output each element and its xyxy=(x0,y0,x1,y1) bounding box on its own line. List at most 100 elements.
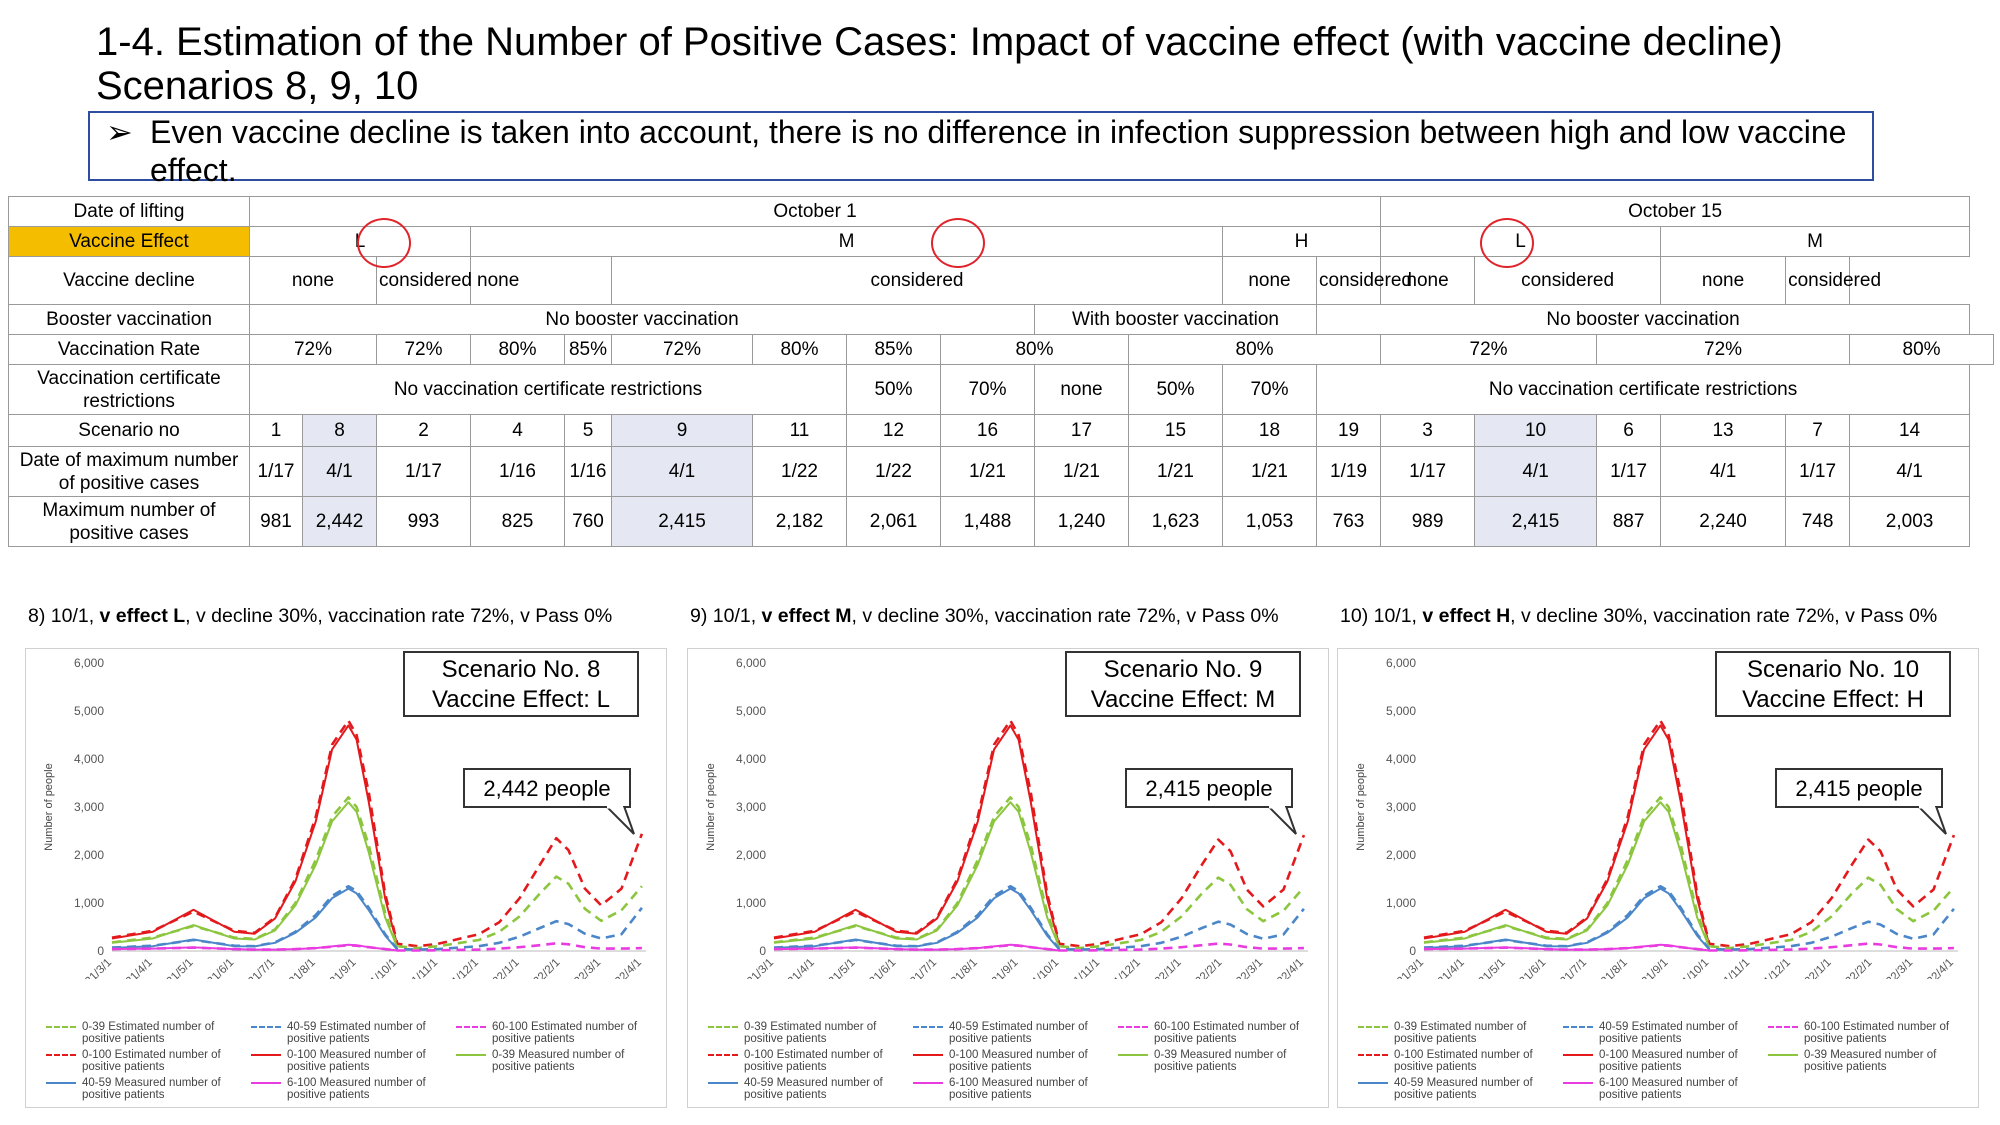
series-line xyxy=(1423,884,1955,951)
row-cert: Vaccination certificate restrictions No … xyxy=(8,364,1994,415)
y-tick-label: 6,000 xyxy=(74,656,104,670)
x-tick-label: 2021/6/1 xyxy=(1508,957,1548,979)
legend-swatch xyxy=(708,1026,738,1028)
x-tick-label: 2022/3/1 xyxy=(1225,957,1265,979)
scenario-table: Date of lifting October 1 October 15 Vac… xyxy=(8,196,1994,547)
x-tick-label: 2021/6/1 xyxy=(196,957,236,979)
maxdate-cell: 1/16 xyxy=(564,446,612,497)
row-header-date: Date of lifting xyxy=(8,196,250,227)
legend-swatch xyxy=(708,1054,738,1056)
maxdate-cell: 1/21 xyxy=(1034,446,1129,497)
line-chart: 0 1,000 2,000 3,000 4,000 5,000 6,000 Number of… xyxy=(705,656,1308,979)
series-line xyxy=(773,801,1061,948)
x-tick-label: 2021/11/1 xyxy=(1708,957,1752,979)
legend-label: 0-100 Measured number of positive patien… xyxy=(1599,1049,1738,1073)
series-line xyxy=(1423,801,1711,948)
scenario-cell: 4 xyxy=(470,414,565,447)
scenario-cell: 6 xyxy=(1596,414,1662,447)
y-axis-label: Number of people xyxy=(705,763,717,850)
row-date: Date of lifting October 1 October 15 xyxy=(8,196,1994,227)
max-value-callout: 2,442 people xyxy=(463,768,631,808)
page-title-line1: 1-4. Estimation of the Number of Positiv… xyxy=(96,20,1783,64)
x-tick-label: 2021/6/1 xyxy=(858,957,898,979)
cell-cert: No vaccination certificate restrictions xyxy=(1315,364,1971,415)
x-tick-label: 2022/3/1 xyxy=(1875,957,1915,979)
cell-rate: 72% xyxy=(249,334,377,365)
line-chart: 0 1,000 2,000 3,000 4,000 5,000 6,000 Number of… xyxy=(43,656,646,979)
scenario-cell: 8 xyxy=(302,414,377,447)
maxdate-cell: 4/1 xyxy=(611,446,753,497)
legend-label: 40-59 Measured number of positive patien… xyxy=(82,1077,221,1101)
scenario-cell: 10 xyxy=(1474,414,1598,447)
cell-cert: 70% xyxy=(1222,364,1317,415)
legend-label: 0-100 Estimated number of positive patie… xyxy=(82,1049,221,1073)
maxdate-cell: 4/1 xyxy=(1660,446,1787,497)
summary-text: Even vaccine decline is taken into accou… xyxy=(150,114,1847,188)
cell-rate: 80% xyxy=(1127,334,1382,365)
maxdate-cell: 4/1 xyxy=(302,446,377,497)
maxnum-cell: 1,623 xyxy=(1128,496,1223,547)
cell-cert: No vaccination certificate restrictions xyxy=(249,364,847,415)
maxdate-cell: 1/21 xyxy=(1128,446,1223,497)
x-tick-label: 2021/7/1 xyxy=(1549,957,1589,979)
max-value-callout: 2,415 people xyxy=(1775,768,1943,808)
row-header-effect: Vaccine Effect xyxy=(8,226,250,257)
maxdate-cell: 1/17 xyxy=(1596,446,1662,497)
x-tick-label: 2021/10/1 xyxy=(1017,957,1062,979)
maxdate-cell: 4/1 xyxy=(1474,446,1598,497)
y-tick-label: 3,000 xyxy=(74,800,104,814)
maxnum-cell: 887 xyxy=(1596,496,1662,547)
y-tick-label: 0 xyxy=(759,944,766,958)
cell-date-oct15: October 15 xyxy=(1380,196,1971,227)
maxdate-cell: 4/1 xyxy=(1849,446,1971,497)
legend-label: 0-39 Estimated number of positive patien… xyxy=(82,1021,215,1045)
row-header-cert: Vaccination certificate restrictions xyxy=(8,364,250,415)
series-line xyxy=(111,942,642,952)
legend-swatch xyxy=(251,1054,281,1056)
series-line xyxy=(111,724,399,946)
series-line xyxy=(773,887,1061,951)
cell-cert: 50% xyxy=(846,364,941,415)
x-tick-label: 2021/9/1 xyxy=(981,957,1021,979)
series-line xyxy=(111,801,399,948)
series-line xyxy=(111,719,644,948)
y-tick-label: 5,000 xyxy=(736,704,766,718)
series-line xyxy=(1423,943,1710,952)
cell-cert: 70% xyxy=(940,364,1035,415)
maxnum-cell: 2,442 xyxy=(302,496,377,547)
legend-swatch xyxy=(1118,1026,1148,1028)
maxdate-cell: 1/17 xyxy=(376,446,471,497)
row-effect: Vaccine Effect L M H L M xyxy=(8,226,1994,257)
legend-swatch xyxy=(913,1082,943,1084)
x-tick-label: 2021/4/1 xyxy=(777,957,817,979)
maxnum-cell: 2,061 xyxy=(846,496,941,547)
x-tick-label: 2021/7/1 xyxy=(899,957,939,979)
maxnum-cell: 1,240 xyxy=(1034,496,1129,547)
highlight-circle-m xyxy=(931,218,985,268)
legend-label: 0-39 Measured number of positive patient… xyxy=(1804,1049,1937,1073)
maxnum-cell: 2,182 xyxy=(752,496,847,547)
legend-label: 60-100 Estimated number of positive pati… xyxy=(1804,1021,1950,1045)
series-line xyxy=(773,719,1306,948)
y-tick-label: 4,000 xyxy=(1386,752,1416,766)
scenario-label-box: Scenario No. 8 Vaccine Effect: L xyxy=(403,651,639,717)
chart-panel: 0 1,000 2,000 3,000 4,000 5,000 6,000 Number of… xyxy=(687,648,1329,1108)
x-tick-label: 2022/3/1 xyxy=(563,957,603,979)
maxdate-cell: 1/22 xyxy=(752,446,847,497)
line-chart: 0 1,000 2,000 3,000 4,000 5,000 6,000 Number of… xyxy=(1355,656,1958,979)
panel-title: 8) 10/1, v effect L, v decline 30%, vacc… xyxy=(28,605,612,628)
legend-label: 0-100 Measured number of positive patien… xyxy=(287,1049,426,1073)
scenario-label-box: Scenario No. 9 Vaccine Effect: M xyxy=(1065,651,1301,717)
legend-swatch xyxy=(1768,1054,1798,1056)
cell-rate: 80% xyxy=(1849,334,1994,365)
y-tick-label: 6,000 xyxy=(736,656,766,670)
maxnum-cell: 760 xyxy=(564,496,612,547)
panel-title-effect: v effect M xyxy=(761,605,852,627)
x-tick-label: 2022/2/1 xyxy=(522,957,562,979)
y-tick-label: 0 xyxy=(1409,944,1416,958)
maxdate-cell: 1/17 xyxy=(1785,446,1851,497)
x-tick-label: 2021/9/1 xyxy=(319,957,359,979)
cell-cert: 50% xyxy=(1128,364,1223,415)
y-tick-label: 6,000 xyxy=(1386,656,1416,670)
legend-swatch xyxy=(1768,1026,1798,1028)
